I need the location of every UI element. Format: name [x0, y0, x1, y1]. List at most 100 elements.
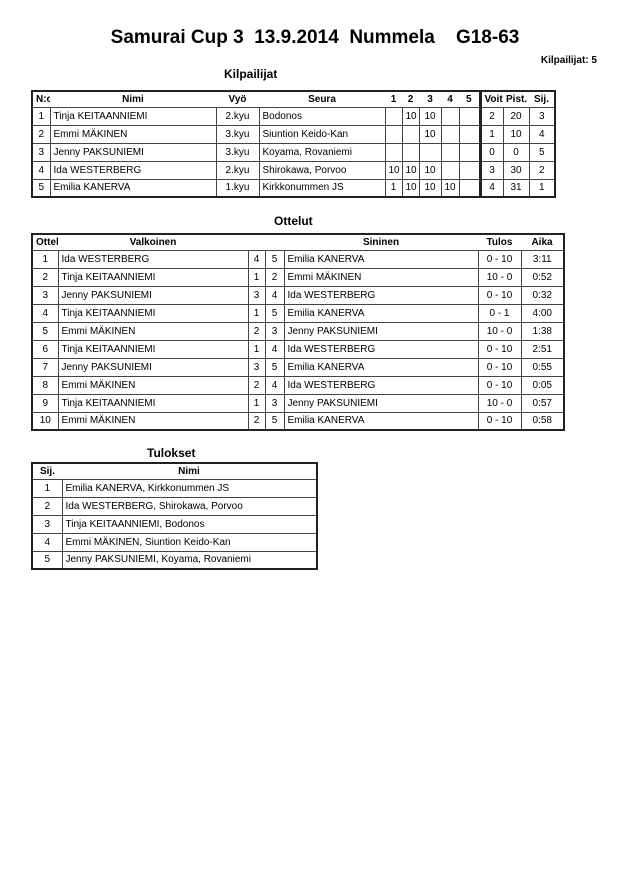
table-cell [440, 160, 460, 180]
table-cell: 1 [31, 106, 51, 126]
table-cell: 3 [31, 514, 63, 534]
table-cell: 9 [31, 393, 59, 413]
table-row: 4 Tinja KEITAANNIEMI 1 5 Emilia KANERVA 0 - 1… [31, 303, 565, 323]
matches-heading: Ottelut [274, 214, 313, 228]
table-cell: 1 [247, 267, 266, 287]
table-cell: 0 - 10 [477, 357, 522, 377]
table-row: 2 Ida WESTERBERG, Shirokawa, Porvoo [31, 496, 318, 516]
column-header: N:o [36, 93, 50, 105]
table-cell: 1 [247, 393, 266, 413]
column-header: 1 [390, 93, 397, 105]
table-cell: 3 [31, 285, 59, 305]
column-header: 2 [407, 93, 414, 105]
table-cell: 4:00 [520, 303, 565, 323]
table-cell: Jenny PAKSUNIEMI, Koyama, Rovaniemi [61, 550, 318, 570]
table-cell [384, 106, 403, 126]
results-table: Sij. Nimi 1 Emilia KANERVA, Kirkkonummen JS… [31, 462, 318, 570]
table-cell: 10 - 0 [477, 321, 522, 341]
table-cell: 10 [384, 160, 403, 180]
table-cell: 4 [31, 160, 51, 180]
table-cell: 10 [31, 411, 59, 431]
table-cell: 0:57 [520, 393, 565, 413]
table-cell: Koyama, Rovaniemi [258, 142, 386, 162]
table-cell [401, 124, 420, 144]
table-cell: 3.kyu [215, 142, 260, 162]
table-cell: 0 - 10 [477, 249, 522, 269]
table-cell: 5 [31, 550, 63, 570]
table-cell: 0 - 10 [477, 375, 522, 395]
table-cell: Emmi MÄKINEN [49, 124, 217, 144]
column-header: Seura [308, 93, 336, 105]
table-cell: 4 [247, 249, 266, 269]
table-cell: 2 [247, 375, 266, 395]
page-title: Samurai Cup 3 13.9.2014 Nummela G18-63 [110, 27, 520, 48]
table-cell [418, 142, 442, 162]
table-cell: 2 [247, 321, 266, 341]
table-cell: Tinja KEITAANNIEMI [57, 339, 249, 359]
column-header: Sij. [39, 465, 55, 477]
table-cell: 7 [31, 357, 59, 377]
table-cell: 0:05 [520, 375, 565, 395]
table-cell: 5 [528, 142, 556, 162]
table-cell: Emmi MÄKINEN, Siuntion Keido-Kan [61, 532, 318, 552]
table-cell: Emmi MÄKINEN [283, 267, 479, 287]
table-cell: 10 [502, 124, 530, 144]
table-cell: 10 - 0 [477, 393, 522, 413]
table-cell: 10 [418, 106, 442, 126]
table-cell: 1 [31, 249, 59, 269]
table-cell [440, 124, 460, 144]
table-cell: Kirkkonummen JS [258, 178, 386, 198]
table-cell: 3 [264, 321, 285, 341]
table-row: 3 Jenny PAKSUNIEMI 3 4 Ida WESTERBERG 0 - 10 0… [31, 285, 565, 305]
table-cell: 5 [31, 178, 51, 198]
table-cell: 2 [264, 267, 285, 287]
table-cell: 1 [384, 178, 403, 198]
table-cell [440, 142, 460, 162]
table-cell: 10 [401, 106, 420, 126]
table-cell: 0 - 1 [477, 303, 522, 323]
table-row: 8 Emmi MÄKINEN 2 4 Ida WESTERBERG 0 - 10 0:05 [31, 375, 565, 395]
matches-table: OtteluValkoinenSininenTulosAika1Ida WEST… [31, 233, 565, 431]
table-cell: 0 - 10 [477, 339, 522, 359]
table-cell: 3 [31, 142, 51, 162]
column-header: Ottelu [36, 236, 58, 248]
table-row: 1 Ida WESTERBERG 4 5 Emilia KANERVA 0 - 10 3:1… [31, 249, 565, 269]
competitors-heading: Kilpailijat [224, 67, 278, 81]
table-cell: Jenny PAKSUNIEMI [57, 357, 249, 377]
table-cell: 1:38 [520, 321, 565, 341]
table-cell: Tinja KEITAANNIEMI [57, 267, 249, 287]
table-cell: Emilia KANERVA [283, 357, 479, 377]
column-header: Pist. [506, 93, 528, 105]
table-cell: 0 [478, 142, 504, 162]
table-cell [458, 160, 481, 180]
table-cell: Jenny PAKSUNIEMI [283, 393, 479, 413]
column-header: 5 [465, 93, 472, 105]
column-header: 3 [427, 93, 433, 105]
column-header: Tulos [486, 236, 513, 248]
column-header: Sininen [362, 236, 400, 248]
table-cell: 2.kyu [215, 106, 260, 126]
column-header: Aika [531, 236, 553, 248]
table-row: 1 Emilia KANERVA, Kirkkonummen JS [31, 478, 318, 498]
table-cell: 10 [418, 178, 442, 198]
table-cell: 5 [264, 411, 285, 431]
table-cell: 2 [247, 411, 266, 431]
table-cell [384, 124, 403, 144]
column-header: Vyö [228, 93, 247, 105]
column-header [248, 234, 265, 250]
table-cell: 6 [31, 339, 59, 359]
table-cell: 4 [264, 285, 285, 305]
table-cell: 1 [528, 178, 556, 198]
table-cell: 5 [31, 321, 59, 341]
table-cell: 2.kyu [215, 160, 260, 180]
table-cell: 8 [31, 375, 59, 395]
table-cell: 10 [418, 160, 442, 180]
table-cell: 0:52 [520, 267, 565, 287]
table-row: 3 Jenny PAKSUNIEMI 3.kyu Koyama, Rovaniemi 0… [31, 142, 556, 162]
table-cell: 3:11 [520, 249, 565, 269]
table-cell: Tinja KEITAANNIEMI [57, 393, 249, 413]
table-row: 5 Emilia KANERVA 1.kyu Kirkkonummen JS 1 10 10… [31, 178, 556, 198]
table-row: 1 Tinja KEITAANNIEMI 2.kyu Bodonos 10 10 2 20 3 [31, 106, 556, 126]
table-cell [401, 142, 420, 162]
table-row: 5 Jenny PAKSUNIEMI, Koyama, Rovaniemi [31, 550, 318, 570]
